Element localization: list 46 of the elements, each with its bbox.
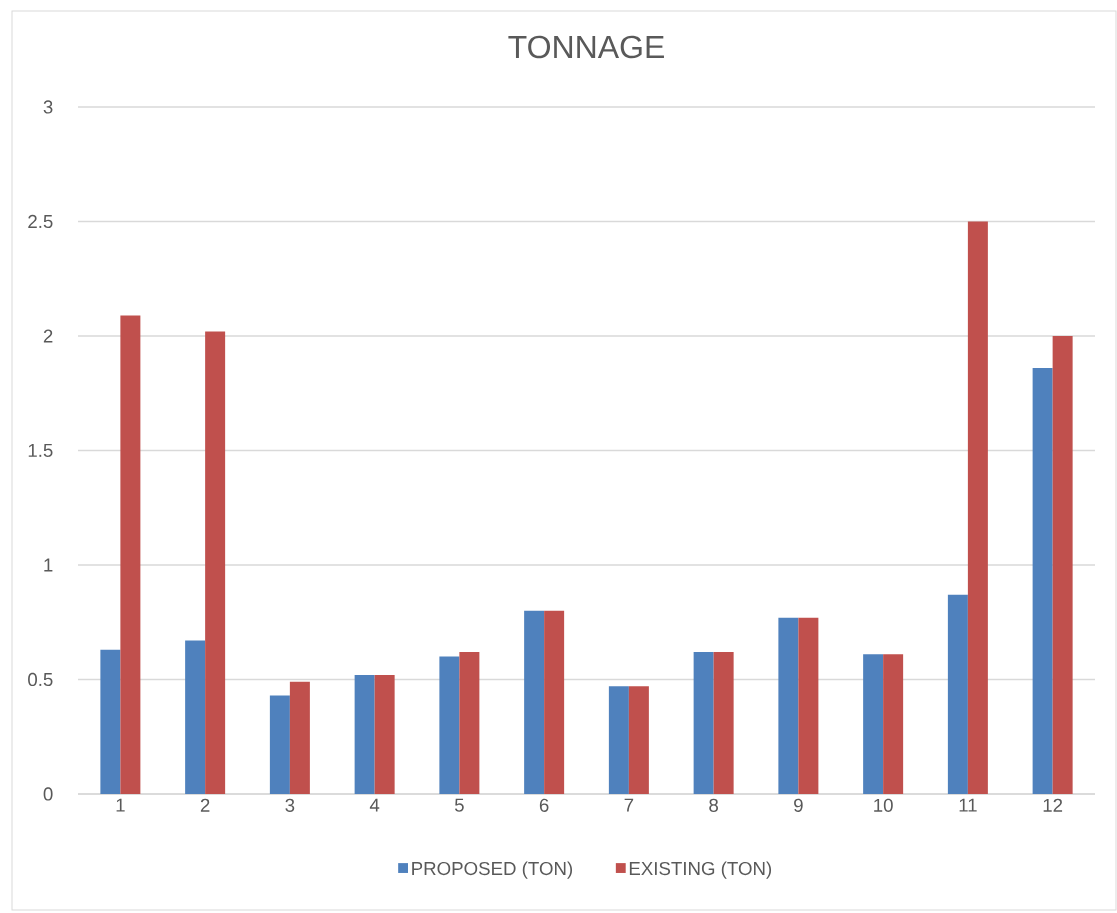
x-tick-label: 11 <box>959 798 977 812</box>
bar <box>713 652 734 794</box>
bar <box>439 656 460 794</box>
bar <box>269 695 290 794</box>
bar <box>100 649 121 794</box>
bar <box>205 331 226 794</box>
chart-title: TONNAGE <box>508 35 664 59</box>
bar <box>459 652 480 794</box>
bar <box>967 221 988 794</box>
y-tick-label: 2.5 <box>28 214 53 229</box>
y-tick-label: 1.5 <box>28 443 53 457</box>
bar <box>883 654 904 794</box>
x-tick-label: 2 <box>200 798 210 812</box>
bar <box>947 594 968 794</box>
x-tick-label: 4 <box>369 798 380 812</box>
bar <box>354 674 375 794</box>
y-tick-label: 2 <box>43 329 53 343</box>
x-tick-label: 10 <box>874 798 893 812</box>
bar <box>863 654 884 794</box>
x-tick-label: 7 <box>624 798 634 812</box>
bar <box>374 674 395 794</box>
bar <box>544 610 565 794</box>
bar <box>628 686 649 794</box>
y-tick-label: 1 <box>44 558 53 572</box>
bar <box>778 617 799 794</box>
legend-label: EXISTING (TON) <box>629 861 772 879</box>
bar <box>289 681 310 794</box>
x-tick-label: 8 <box>709 798 719 812</box>
x-tick-label: 1 <box>116 798 125 812</box>
y-tick-label: 0.5 <box>28 672 53 687</box>
x-tick-label: 3 <box>285 798 295 812</box>
bar <box>798 617 819 794</box>
y-tick-label: 0 <box>43 787 53 801</box>
bar <box>1052 335 1073 794</box>
bar <box>185 640 206 794</box>
bar <box>524 610 545 794</box>
x-tick-label: 6 <box>539 798 549 812</box>
legend-label: PROPOSED (TON) <box>412 861 573 879</box>
x-tick-label: 12 <box>1043 798 1063 812</box>
bar <box>608 686 629 794</box>
bar <box>1032 368 1053 794</box>
bar <box>693 652 714 794</box>
x-tick-label: 9 <box>794 798 803 812</box>
y-tick-label: 3 <box>43 100 53 114</box>
bar <box>120 315 141 794</box>
x-tick-label: 5 <box>454 798 464 812</box>
